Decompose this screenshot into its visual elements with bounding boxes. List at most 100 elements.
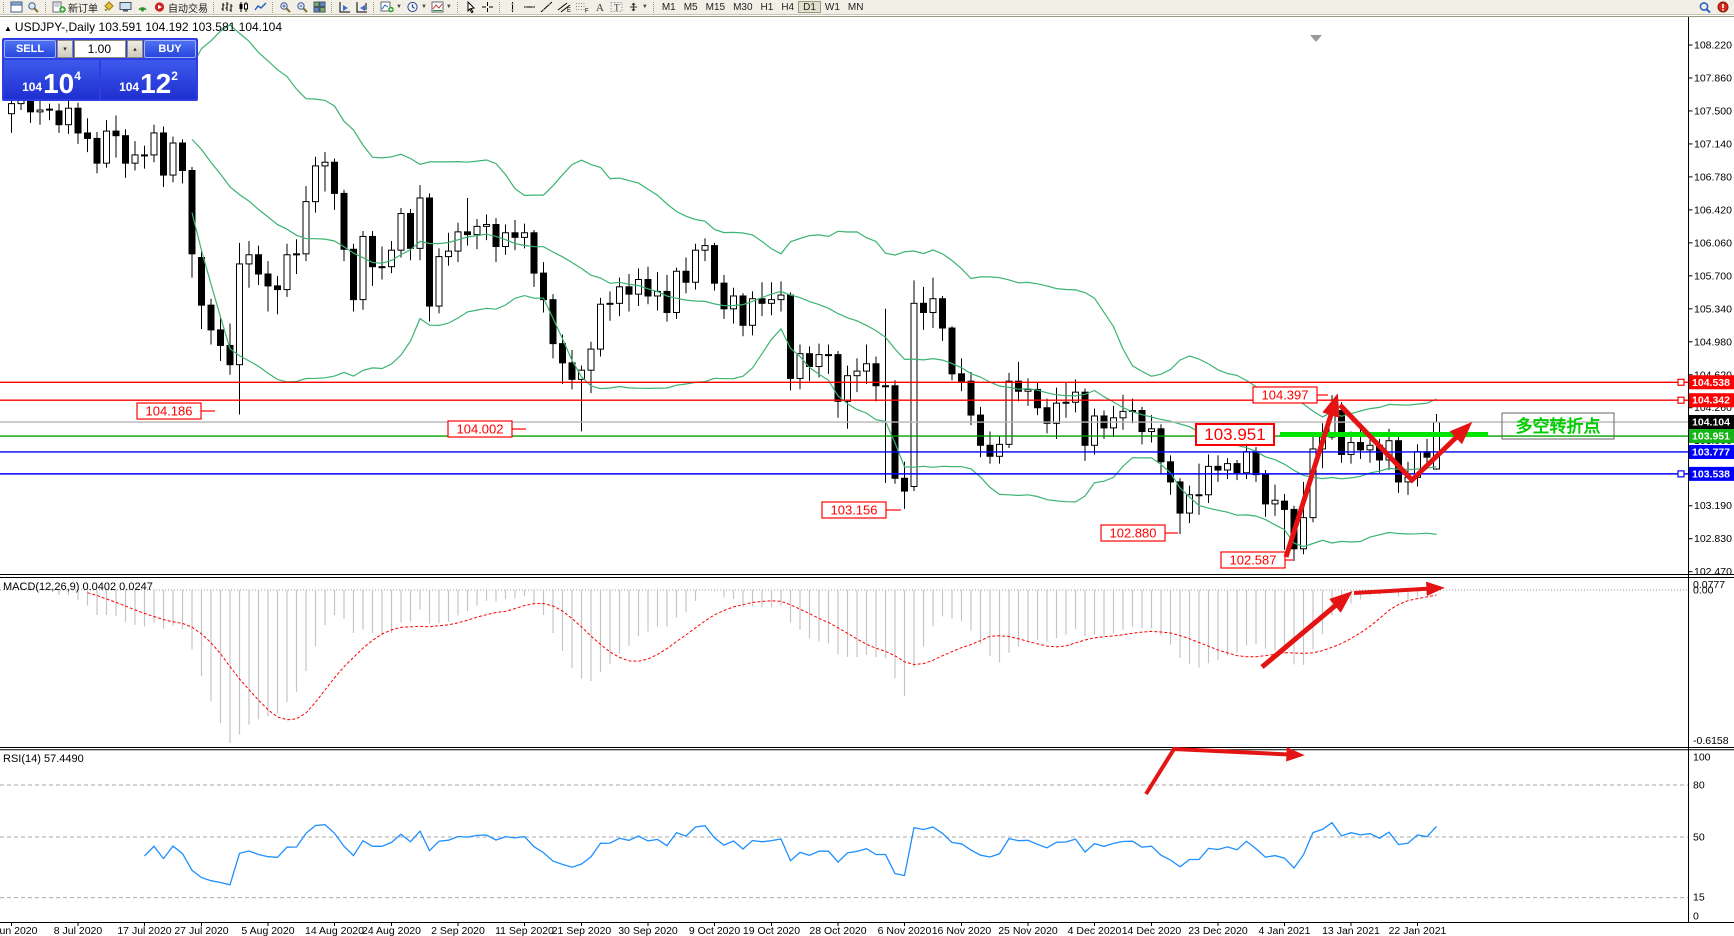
- chart-area[interactable]: 108.220 107.860 107.500 107.140 106.780 106.4…: [0, 15, 1734, 936]
- svg-text:27 Jul 2020: 27 Jul 2020: [174, 925, 228, 936]
- new-chart-button[interactable]: ▼: [378, 1, 404, 14]
- vertical-line-button[interactable]: [504, 1, 521, 14]
- equidistant-channel-button[interactable]: E: [555, 1, 573, 14]
- svg-text:8 Jul 2020: 8 Jul 2020: [54, 925, 103, 936]
- svg-text:103.951: 103.951: [1204, 425, 1265, 444]
- svg-text:24 Aug 2020: 24 Aug 2020: [362, 925, 421, 936]
- templates-button[interactable]: ▼: [429, 1, 454, 14]
- bull-bear-turning-point-note[interactable]: 多空转折点: [1501, 412, 1615, 440]
- timeframe-m1-button[interactable]: M1: [661, 1, 676, 13]
- svg-text:6 Nov 2020: 6 Nov 2020: [878, 925, 932, 936]
- tile-windows-button[interactable]: [311, 1, 328, 14]
- arrows-button[interactable]: ▼: [625, 1, 650, 14]
- sell-button[interactable]: SELL: [4, 40, 56, 58]
- macd-legend: MACD(12,26,9) 0.0402 0.0247: [3, 581, 153, 593]
- timeframe-m30-button[interactable]: M30: [733, 1, 753, 13]
- bar-chart-button[interactable]: [218, 1, 235, 14]
- volume-decrease-button[interactable]: ▾: [57, 40, 73, 58]
- new-order-button[interactable]: 新订单: [50, 1, 100, 15]
- rsi-line: [144, 821, 1437, 886]
- periods-button[interactable]: ▼: [404, 1, 429, 14]
- scroll-chart-right-button[interactable]: [353, 1, 370, 14]
- svg-text:102.470: 102.470: [1694, 566, 1732, 578]
- svg-text:0.0777: 0.0777: [1693, 579, 1725, 591]
- svg-text:104.538: 104.538: [1692, 377, 1730, 389]
- chart-title: ▲ USDJPY-,Daily 103.591 104.192 103.581 1…: [4, 20, 282, 34]
- svg-text:104.397: 104.397: [1262, 388, 1309, 403]
- rsi-pane: RSI(14) 57.4490 100 80 50 15 0: [0, 746, 1711, 923]
- autotrading-button[interactable]: 自动交易: [151, 1, 210, 15]
- trend-arrow-zigzag[interactable]: [1338, 403, 1473, 484]
- cursor-button[interactable]: [462, 1, 479, 14]
- svg-text:50: 50: [1693, 832, 1705, 844]
- buy-button[interactable]: BUY: [144, 40, 196, 58]
- svg-text:-0.6158: -0.6158: [1693, 735, 1729, 747]
- sell-price-point: 4: [74, 69, 81, 83]
- line-chart-button[interactable]: [252, 1, 269, 14]
- candlestick-chart-button[interactable]: [235, 1, 252, 14]
- horizontal-level-lines[interactable]: [0, 378, 1689, 478]
- terminal-button[interactable]: [117, 1, 134, 14]
- timeframe-h4-button[interactable]: H4: [781, 1, 795, 13]
- zoom-in-button[interactable]: [277, 1, 294, 14]
- macd-histogram: [20, 583, 1438, 743]
- buy-price[interactable]: 104 12 2: [101, 60, 196, 99]
- svg-text:2 Sep 2020: 2 Sep 2020: [431, 925, 485, 936]
- svg-text:103.190: 103.190: [1694, 500, 1732, 512]
- timeframe-d1-button[interactable]: D1: [798, 1, 821, 13]
- search-button[interactable]: [1696, 1, 1714, 14]
- svg-text:106.780: 106.780: [1694, 171, 1732, 183]
- text-button[interactable]: A: [591, 1, 608, 14]
- signal-button[interactable]: [134, 1, 151, 14]
- sell-price-pips: 10: [43, 68, 75, 99]
- volume-input[interactable]: 1.00: [74, 40, 126, 58]
- text-label-button[interactable]: T: [608, 1, 625, 14]
- rsi-arrow[interactable]: [1144, 746, 1305, 796]
- svg-text:多空转折点: 多空转折点: [1516, 416, 1601, 436]
- timeframe-h1-button[interactable]: H1: [760, 1, 774, 13]
- macd-arrow-rising[interactable]: [1260, 591, 1353, 669]
- fibonacci-button[interactable]: F: [573, 1, 591, 14]
- svg-text:13 Jan 2021: 13 Jan 2021: [1322, 925, 1380, 936]
- chart-shift-marker[interactable]: [1310, 35, 1322, 42]
- chart-window-button[interactable]: [8, 1, 25, 14]
- price-callout-labels[interactable]: 104.186 104.002 103.156 102.880 102.587 104.3…: [136, 386, 1328, 569]
- svg-text:9 Oct 2020: 9 Oct 2020: [689, 925, 741, 936]
- toolbar-separator: [498, 1, 501, 13]
- svg-text:22 Jan 2021: 22 Jan 2021: [1389, 925, 1447, 936]
- svg-text:25 Nov 2020: 25 Nov 2020: [998, 925, 1058, 936]
- buy-price-pips: 12: [140, 68, 172, 99]
- timeframe-mn-button[interactable]: MN: [847, 1, 864, 13]
- scroll-chart-left-button[interactable]: [336, 1, 353, 14]
- alerts-button[interactable]: [1714, 1, 1732, 14]
- svg-text:105.340: 105.340: [1694, 303, 1732, 315]
- macd-arrow-flat[interactable]: [1353, 581, 1445, 596]
- timeframe-m5-button[interactable]: M5: [683, 1, 698, 13]
- volume-increase-button[interactable]: ▴: [127, 40, 143, 58]
- sell-price[interactable]: 104 10 4: [4, 60, 99, 99]
- svg-text:105.700: 105.700: [1694, 270, 1732, 282]
- magnifier-button[interactable]: [25, 1, 42, 14]
- svg-text:11 Sep 2020: 11 Sep 2020: [495, 925, 554, 936]
- trend-arrow-up[interactable]: [1283, 393, 1340, 558]
- toolbar-separator: [3, 1, 5, 13]
- trendline-button[interactable]: [538, 1, 555, 14]
- zoom-out-button[interactable]: [294, 1, 311, 14]
- svg-text:E: E: [567, 8, 571, 13]
- timeframe-m15-button[interactable]: M15: [705, 1, 726, 13]
- collapse-caret-icon[interactable]: ▲: [4, 24, 12, 33]
- chart-ohlc-values: 103.591 104.192 103.581 104.104: [98, 20, 283, 34]
- crosshair-button[interactable]: [479, 1, 496, 14]
- styler-button[interactable]: [100, 1, 117, 14]
- svg-text:F: F: [585, 9, 589, 14]
- timeframe-w1-button[interactable]: W1: [824, 1, 840, 13]
- price-chart[interactable]: 108.220 107.860 107.500 107.140 106.780 106.4…: [0, 15, 1734, 936]
- svg-text:28 Oct 2020: 28 Oct 2020: [809, 925, 866, 936]
- toolbar-separator: [272, 1, 274, 13]
- svg-text:103.777: 103.777: [1692, 446, 1730, 458]
- svg-text:30 Sep 2020: 30 Sep 2020: [618, 925, 678, 936]
- main-price-pane: 108.220 107.860 107.500 107.140 106.780 106.4…: [0, 24, 1732, 578]
- svg-text:108.220: 108.220: [1694, 40, 1732, 52]
- horizontal-line-button[interactable]: [521, 1, 538, 14]
- dropdown-arrow-icon: ▼: [396, 4, 402, 10]
